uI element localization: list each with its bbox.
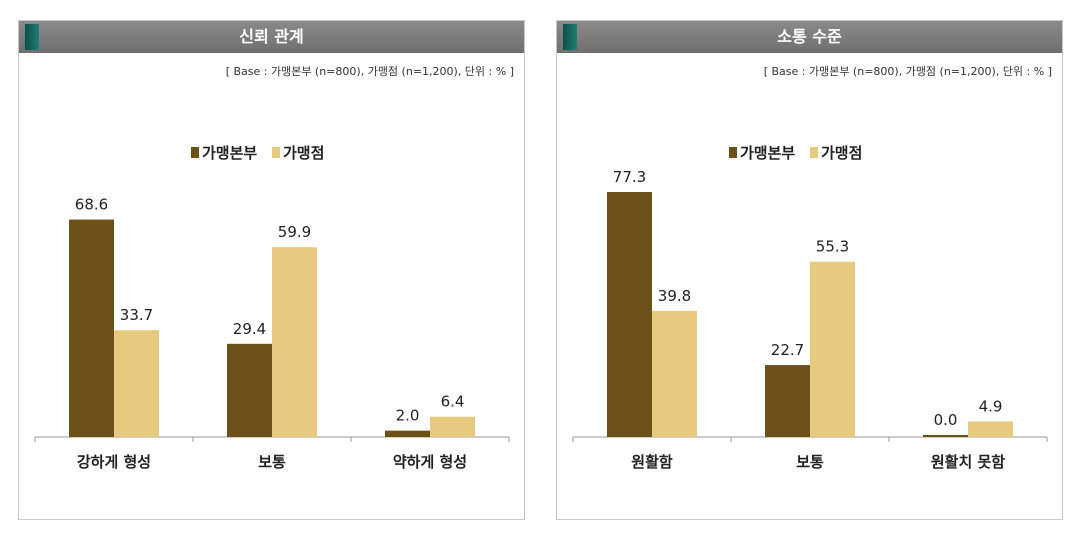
bar [810, 261, 855, 437]
chart-panel-communication: 소통 수준 [ Base : 가맹본부 (n=800), 가맹점 (n=1,20… [556, 20, 1063, 520]
title-bar: 신뢰 관계 [19, 21, 524, 53]
bar-value-label: 6.4 [441, 393, 465, 411]
legend-label: 가맹점 [821, 144, 862, 162]
chart-title: 소통 수준 [777, 27, 842, 46]
chart-panel-trust: 신뢰 관계 [ Base : 가맹본부 (n=800), 가맹점 (n=1,20… [18, 20, 525, 520]
bar-value-label: 33.7 [120, 306, 153, 324]
legend-swatch [810, 147, 818, 158]
chart-title: 신뢰 관계 [239, 27, 304, 46]
title-bar: 소통 수준 [557, 21, 1062, 53]
bar-value-label: 4.9 [979, 397, 1003, 415]
bar [430, 416, 475, 437]
bar-chart-communication: 가맹본부 가맹점 77.3 39.8 원활함 22.7 55.3 보통 0.0 4.9 원활치 못함 [572, 144, 1048, 471]
bar [652, 310, 697, 437]
category-label: 원활치 못함 [931, 453, 1005, 471]
bar [69, 219, 114, 437]
category-label: 보통 [796, 453, 824, 471]
category-label: 약하게 형성 [393, 453, 467, 471]
bar [923, 435, 968, 437]
legend-label: 가맹본부 [740, 144, 795, 162]
bar-value-label: 55.3 [816, 238, 849, 256]
title-accent-block [563, 24, 577, 50]
bar-value-label: 39.8 [658, 287, 691, 305]
category-label: 강하게 형성 [77, 453, 151, 471]
bar [968, 421, 1013, 437]
category-label: 보통 [258, 453, 286, 471]
legend: 가맹본부 가맹점 [729, 144, 862, 162]
legend-swatch [729, 147, 737, 158]
legend-swatch [272, 147, 280, 158]
bar [227, 343, 272, 437]
bar [114, 330, 159, 437]
bar [385, 430, 430, 437]
category-label: 원활함 [631, 453, 673, 471]
legend-label: 가맹본부 [202, 144, 257, 162]
legend: 가맹본부 가맹점 [191, 144, 324, 162]
bar-chart-trust: 가맹본부 가맹점 68.6 33.7 강하게 형성 29.4 59.9 보통 2.0 6.4 약하게… [34, 144, 510, 471]
base-note: [ Base : 가맹본부 (n=800), 가맹점 (n=1,200), 단위… [225, 65, 514, 78]
bar-value-label: 59.9 [278, 223, 311, 241]
legend-label: 가맹점 [283, 144, 324, 162]
bar-value-label: 22.7 [771, 341, 804, 359]
bar [765, 365, 810, 437]
bar-value-label: 29.4 [233, 320, 266, 338]
title-accent-block [25, 24, 39, 50]
base-note: [ Base : 가맹본부 (n=800), 가맹점 (n=1,200), 단위… [763, 65, 1052, 78]
bar-value-label: 2.0 [396, 407, 420, 425]
legend-swatch [191, 147, 199, 158]
bar [607, 192, 652, 437]
bar-value-label: 0.0 [934, 411, 958, 429]
bar [272, 247, 317, 437]
bar-value-label: 68.6 [75, 196, 108, 214]
bar-value-label: 77.3 [613, 168, 646, 186]
